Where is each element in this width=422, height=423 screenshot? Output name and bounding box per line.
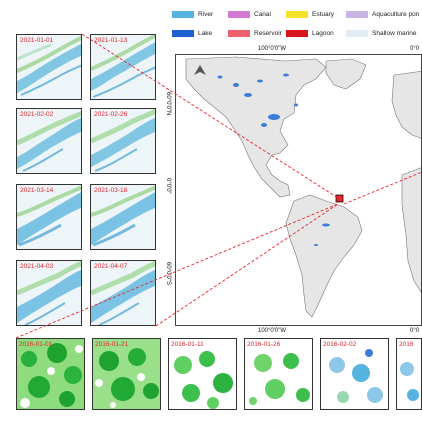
legend-label: Reservoir <box>254 30 282 37</box>
legend-swatch-shallow-marine <box>346 30 368 37</box>
legend-item-reservoir: Reservoir <box>228 30 282 37</box>
thumbnail-2021-03-18[interactable]: 2021-03-18 <box>90 184 156 250</box>
bottom-thumbnail-date: 2016-01-01 <box>19 341 53 348</box>
legend-swatch-aquaculture <box>346 11 368 18</box>
axis-label-bottom-left: 100°0'0"W <box>258 328 287 334</box>
legend-swatch-estuary <box>286 11 308 18</box>
thumbnail-2021-02-26[interactable]: 2021-02-26 <box>90 108 156 174</box>
thumbnail-date: 2021-03-18 <box>94 187 128 194</box>
europe-landmass <box>391 70 421 139</box>
thumbnail-date: 2021-03-14 <box>20 187 54 194</box>
axis-label-left-top: 60°0'0"N <box>165 92 171 116</box>
thumbnail-2021-03-14[interactable]: 2021-03-14 <box>16 184 82 250</box>
thumbnail-2021-04-07[interactable]: 2021-04-07 <box>90 260 156 326</box>
thumbnail-2021-04-03[interactable]: 2021-04-03 <box>16 260 82 326</box>
river-texture <box>91 35 155 98</box>
bottom-thumbnail-date: 2016-01-11 <box>171 341 204 348</box>
legend-swatch-reservoir <box>228 30 250 37</box>
legend-swatch-canal <box>228 11 250 18</box>
vegetation-texture <box>93 339 160 409</box>
river-texture <box>91 109 155 172</box>
thumbnail-date: 2021-04-07 <box>94 263 128 270</box>
africa-landmass <box>401 167 421 293</box>
river-texture <box>17 111 81 172</box>
bottom-thumbnail[interactable]: 2016-01-11 <box>168 338 237 410</box>
world-map-graphic <box>185 56 421 318</box>
water-texture <box>397 339 421 409</box>
legend-label: Estuary <box>312 11 335 18</box>
axis-label-left-bottom: 60°0'0"S <box>165 262 171 286</box>
legend-item-canal: Canal <box>228 11 271 18</box>
legend-swatch-river <box>172 11 194 18</box>
thumbnail-2021-01-13[interactable]: 2021-01-13 <box>90 34 156 100</box>
bottom-thumbnail[interactable]: 2016-01-21 <box>92 338 161 410</box>
thumbnail-date: 2021-01-01 <box>20 37 54 44</box>
south-america-landmass <box>285 194 363 318</box>
thumbnail-date: 2021-04-03 <box>20 263 54 270</box>
legend-label: Lagoon <box>312 30 334 37</box>
legend-label: Canal <box>254 11 271 18</box>
legend-label: River <box>198 11 214 18</box>
bottom-thumbnail-date: 2016-01-26 <box>247 341 281 348</box>
bottom-thumbnail[interactable]: 2016 <box>396 338 422 410</box>
river-texture <box>17 35 81 96</box>
legend-swatch-lagoon <box>286 30 308 37</box>
study-area-marker <box>335 194 344 203</box>
bottom-thumbnail[interactable]: 2016-01-26 <box>244 338 313 410</box>
bottom-thumbnail[interactable]: 2016-02-02 <box>320 338 389 410</box>
legend-item-lake: Lake <box>172 30 212 37</box>
bottom-thumbnail-date: 2016 <box>399 341 414 348</box>
greenland-landmass <box>325 58 367 90</box>
world-map[interactable] <box>175 54 422 326</box>
legend: River Canal Estuary Aquaculture pon Lake… <box>170 8 422 48</box>
bottom-thumbnail[interactable]: 2016-01-01 <box>16 338 85 410</box>
legend-item-river: River <box>172 11 213 18</box>
thumbnail-date: 2021-02-26 <box>94 111 128 118</box>
legend-item-aquaculture: Aquaculture pon <box>346 11 419 18</box>
axis-label-bottom-right: 0°0 <box>410 328 420 334</box>
bottom-thumbnail-date: 2016-01-21 <box>95 341 129 348</box>
thumbnail-date: 2021-01-13 <box>94 37 128 44</box>
vegetation-texture <box>169 339 236 409</box>
water-texture <box>321 339 388 409</box>
river-texture <box>17 185 81 247</box>
bottom-thumbnail-date: 2016-02-02 <box>323 341 357 348</box>
thumbnail-2021-02-02[interactable]: 2021-02-02 <box>16 108 82 174</box>
axis-label-left-mid: 0°0'0" <box>165 178 171 194</box>
legend-label: Shallow marine <box>372 30 417 37</box>
legend-item-shallow-marine: Shallow marine <box>346 30 416 37</box>
river-texture <box>91 185 155 247</box>
vegetation-texture <box>245 339 312 409</box>
river-texture <box>91 261 155 325</box>
legend-item-estuary: Estuary <box>286 11 334 18</box>
legend-label: Lake <box>198 30 213 37</box>
axis-label-top-right: 0°0 <box>410 46 420 52</box>
legend-swatch-lake <box>172 30 194 37</box>
legend-label: Aquaculture pon <box>372 11 420 18</box>
thumbnail-date: 2021-02-02 <box>20 111 54 118</box>
north-america-landmass <box>185 56 327 198</box>
vegetation-texture <box>17 339 84 409</box>
legend-item-lagoon: Lagoon <box>286 30 334 37</box>
river-texture <box>17 261 81 325</box>
thumbnail-2021-01-01[interactable]: 2021-01-01 <box>16 34 82 100</box>
axis-label-top-left: 100°0'0"W <box>258 46 287 52</box>
